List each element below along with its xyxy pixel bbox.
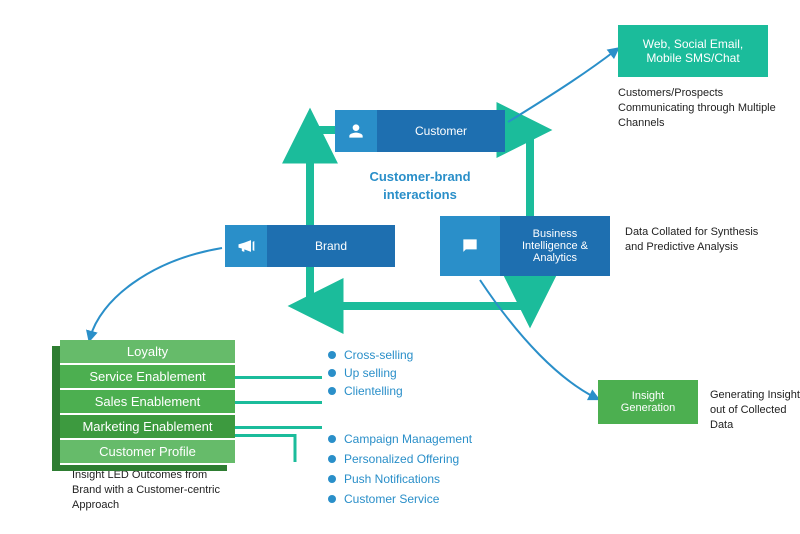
node-business-intelligence: Business Intelligence & Analytics bbox=[440, 216, 610, 276]
bullet-item: Cross-selling bbox=[328, 348, 413, 362]
stack-item: Marketing Enablement bbox=[60, 415, 235, 440]
bullet-dot-icon bbox=[328, 387, 336, 395]
node-insight-label: Insight Generation bbox=[602, 390, 694, 414]
desc-insight: Generating Insights out of Collected Dat… bbox=[710, 388, 800, 433]
bullet-label: Cross-selling bbox=[344, 348, 413, 362]
center-label: Customer-brand interactions bbox=[335, 168, 505, 203]
stack-item: Sales Enablement bbox=[60, 390, 235, 415]
diagram-stage: Web, Social Email, Mobile SMS/Chat Custo… bbox=[0, 0, 800, 534]
bullet-label: Push Notifications bbox=[344, 472, 440, 486]
node-channels-label: Web, Social Email, Mobile SMS/Chat bbox=[622, 37, 764, 65]
bullet-label: Campaign Management bbox=[344, 432, 472, 446]
bullet-dot-icon bbox=[328, 495, 336, 503]
user-icon bbox=[335, 110, 377, 152]
node-customer-label: Customer bbox=[377, 124, 505, 138]
chat-icon bbox=[440, 216, 500, 276]
node-bi-label: Business Intelligence & Analytics bbox=[500, 228, 610, 264]
node-customer: Customer bbox=[335, 110, 505, 152]
megaphone-icon bbox=[225, 225, 267, 267]
desc-stack: Insight LED Outcomes from Brand with a C… bbox=[72, 468, 232, 513]
stack-connectors bbox=[235, 378, 322, 463]
stack-item: Loyalty bbox=[60, 340, 235, 365]
bullet-dot-icon bbox=[328, 455, 336, 463]
node-brand-label: Brand bbox=[267, 239, 395, 253]
bullet-dot-icon bbox=[328, 369, 336, 377]
bullet-item: Clientelling bbox=[328, 384, 403, 398]
node-channels: Web, Social Email, Mobile SMS/Chat bbox=[618, 25, 768, 77]
bullet-label: Clientelling bbox=[344, 384, 403, 398]
desc-bi: Data Collated for Synthesis and Predicti… bbox=[625, 225, 775, 255]
bullet-item: Personalized Offering bbox=[328, 452, 459, 466]
bullet-label: Customer Service bbox=[344, 492, 439, 506]
stack-item: Service Enablement bbox=[60, 365, 235, 390]
stack-item: Customer Profile bbox=[60, 440, 235, 465]
bullet-label: Up selling bbox=[344, 366, 397, 380]
desc-channels: Customers/Prospects Communicating throug… bbox=[618, 86, 778, 131]
bullet-dot-icon bbox=[328, 351, 336, 359]
bullet-label: Personalized Offering bbox=[344, 452, 459, 466]
bullet-item: Customer Service bbox=[328, 492, 439, 506]
node-insight-generation: Insight Generation bbox=[598, 380, 698, 424]
bullet-item: Up selling bbox=[328, 366, 397, 380]
bullet-item: Campaign Management bbox=[328, 432, 472, 446]
bullet-dot-icon bbox=[328, 435, 336, 443]
bullet-dot-icon bbox=[328, 475, 336, 483]
bullet-item: Push Notifications bbox=[328, 472, 440, 486]
node-brand: Brand bbox=[225, 225, 395, 267]
